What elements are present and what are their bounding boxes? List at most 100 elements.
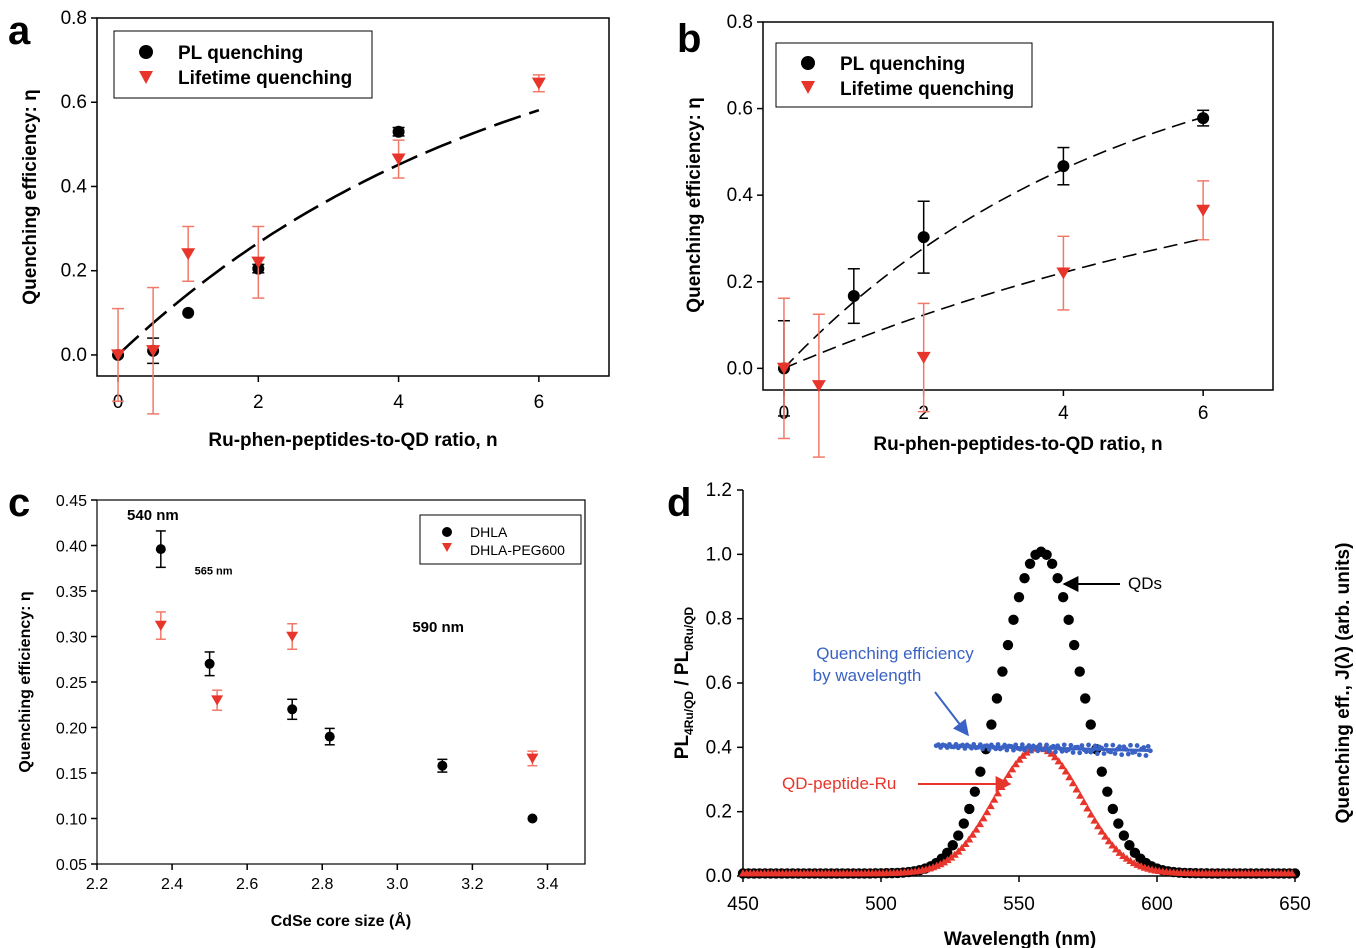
y-tick-label: 0.35 <box>56 584 87 601</box>
legend-label-b-2: Lifetime quenching <box>840 79 1014 100</box>
qd-spectrum-point <box>1069 639 1080 651</box>
quench-eff-point <box>1103 742 1109 748</box>
data-marks-a <box>111 74 546 415</box>
ru-spectrum-point <box>1083 804 1092 812</box>
circle-point-0-2 <box>182 306 195 319</box>
legend-triangle-marker-a <box>139 71 153 84</box>
y-tick-label: 0.0 <box>706 866 732 887</box>
annotation-quench-arrow <box>934 691 969 737</box>
x-tick-label: 500 <box>865 894 897 915</box>
x-tick-label: 4 <box>1058 403 1069 424</box>
panel-label-a: a <box>8 9 31 53</box>
qd-spectrum-point <box>958 818 969 829</box>
ru-spectrum-point <box>1047 749 1056 757</box>
ru-spectrum-point <box>1094 822 1103 830</box>
x-tick-label: 2.8 <box>311 876 333 893</box>
panel-label-c: c <box>8 481 30 525</box>
ru-spectrum-point <box>957 843 967 851</box>
qd-spectrum-point <box>1046 558 1058 569</box>
ru-spectrum-point <box>979 814 988 822</box>
ru-spectrum-point <box>1061 767 1071 775</box>
ru-spectrum-point <box>1065 773 1074 781</box>
circle-point-0-1 <box>847 290 860 303</box>
axis-ticks-d: 450 500 550 600 650 0.0 0.2 0.4 0.6 0.8 1.0 1.2 <box>706 480 1311 915</box>
circle-point-0-2 <box>287 704 298 715</box>
x-axis-label-a: Ru-phen-peptides-to-QD ratio, n <box>208 430 497 451</box>
ru-spectrum-point <box>1072 785 1081 793</box>
quench-eff-point <box>1046 748 1052 754</box>
y-tick-label: 1.0 <box>706 544 732 565</box>
x-tick-label: 450 <box>727 894 759 915</box>
quench-eff-point <box>1035 748 1041 754</box>
y-axis-right-label-d: Quenching eff., J(λ) (arb. units) <box>1333 543 1354 824</box>
x-tick-label: 3.2 <box>461 876 483 893</box>
ru-spectrum-point <box>1022 748 1031 756</box>
y-tick-label: 0.05 <box>56 857 87 874</box>
qd-spectrum-point <box>1107 803 1119 815</box>
y-tick-label: 1.2 <box>706 480 732 501</box>
quench-eff-point <box>1070 750 1076 755</box>
y-tick-label: 0.8 <box>61 8 87 29</box>
qd-spectrum-point <box>1113 818 1124 829</box>
annotations-d: QDs Quenching efficiency by wavelength Q… <box>782 574 1162 793</box>
legend-b: PL quenching Lifetime quenching <box>775 42 1033 108</box>
circle-point-0-1 <box>204 658 215 669</box>
legend-label-b-1: PL quenching <box>840 54 965 75</box>
qd-spectrum-point <box>1041 549 1052 561</box>
x-tick-label: 6 <box>1198 403 1209 424</box>
y-tick-label: 0.2 <box>706 802 732 823</box>
ru-spectrum-point <box>1111 845 1121 853</box>
legend-box-b <box>775 42 1033 108</box>
quench-eff-point <box>1019 742 1025 748</box>
ru-spectrum-point <box>1115 848 1124 856</box>
circle-point-0-3 <box>324 731 335 742</box>
ru-spectrum-point <box>968 830 977 838</box>
y-tick-label: 0.30 <box>56 630 87 647</box>
x-tick-label: 550 <box>1003 894 1035 915</box>
qd-spectrum-point <box>975 766 986 777</box>
triangle-point-1-0 <box>776 362 791 375</box>
ru-spectrum-point <box>1108 841 1117 849</box>
circle-point-0-4 <box>437 760 448 771</box>
circle-point-0-4 <box>1197 112 1210 125</box>
quench-eff-point <box>1136 752 1142 758</box>
legend-circle-marker-a <box>139 45 153 59</box>
ru-spectrum-point <box>939 858 949 866</box>
circle-point-0-3 <box>1057 160 1070 173</box>
circle-point-0-5 <box>527 813 538 824</box>
qd-spectrum-point <box>1085 719 1096 730</box>
qd-spectrum-point <box>1074 666 1085 677</box>
y-tick-label: 0.8 <box>706 609 732 630</box>
ru-spectrum-point <box>1104 837 1114 845</box>
qd-spectrum-point <box>1118 830 1130 841</box>
plot-frame-a <box>96 17 610 377</box>
ru-spectrum-point <box>936 860 945 868</box>
qd-spectrum-point <box>1024 558 1036 569</box>
ru-spectrum-point <box>972 825 981 833</box>
quench-eff-point <box>1141 745 1147 750</box>
triangle-point-1-2 <box>181 248 196 261</box>
x-tick-label: 650 <box>1279 894 1311 915</box>
triangle-point-1-2 <box>286 631 299 642</box>
y-tick-label: 0.45 <box>56 493 87 510</box>
qd-spectrum-point <box>1096 766 1108 777</box>
panel-a: a 0 2 4 6 0.0 0.2 0.4 0.6 0.8 Ru-phen-peptides-t… <box>8 8 610 451</box>
fit-curve-0 <box>783 116 1204 369</box>
ru-spectrum-point <box>1287 869 1297 877</box>
annotation-2: 590 nm <box>412 619 464 636</box>
ru-spectrum-point <box>964 835 974 843</box>
quench-eff-point <box>1053 749 1058 755</box>
legend-triangle-marker-c <box>442 543 452 552</box>
ru-spectrum-point <box>1007 765 1017 773</box>
quench-eff-point <box>1044 742 1049 748</box>
triangle-point-1-1 <box>146 345 161 358</box>
ru-spectrum-point <box>1054 757 1063 765</box>
x-axis-label-d: Wavelength (nm) <box>944 929 1096 948</box>
y-tick-label: 0.6 <box>61 92 87 113</box>
annotation-0: 540 nm <box>127 507 179 524</box>
y-tick-label: 0.6 <box>727 99 753 120</box>
ru-spectrum-point <box>986 801 995 810</box>
ru-spectrum-point <box>954 847 963 855</box>
x-axis-label-b: Ru-phen-peptides-to-QD ratio, n <box>873 434 1162 455</box>
